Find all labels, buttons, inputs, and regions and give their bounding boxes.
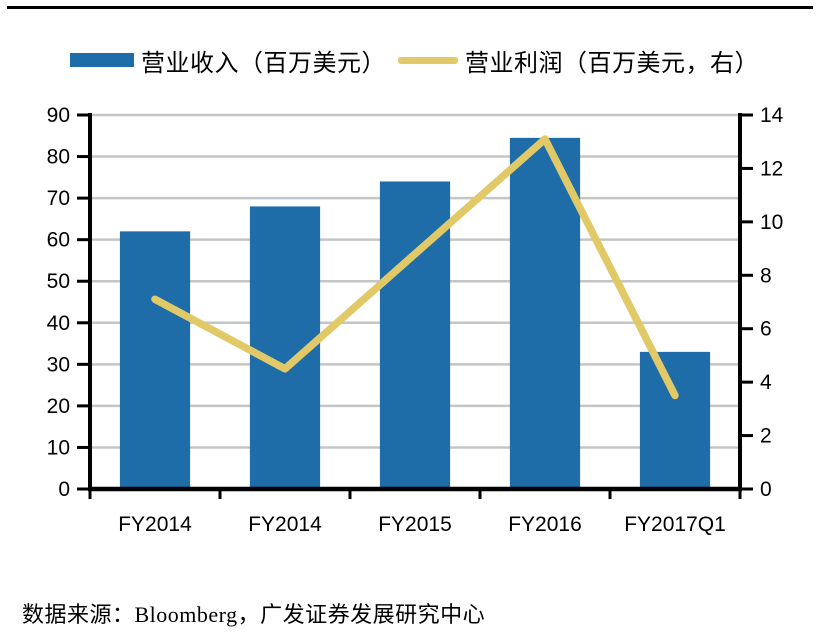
x-axis-category-label: FY2015	[378, 513, 452, 536]
chart-legend: 营业收入（百万美元） 营业利润（百万美元，右）	[70, 43, 759, 78]
combo-chart: 0 10 20 30 40 50 60 70 80 90 0 2 4 6 8 10 12 14 FY2014 FY20…	[47, 104, 784, 536]
profit-line-swatch-icon	[398, 56, 458, 64]
y-axis-left-tick-label: 70	[47, 187, 70, 210]
x-axis-category-label: FY2016	[508, 513, 582, 536]
profit-line	[151, 135, 679, 400]
y-axis-right-tick-label: 8	[760, 264, 772, 287]
y-axis-left-tick-label: 50	[47, 270, 70, 293]
revenue-bar	[119, 231, 191, 489]
y-axis-left-tick-label: 0	[58, 478, 70, 501]
y-axis-right-tick-label: 0	[760, 478, 772, 501]
y-axis-left-tick-label: 90	[47, 104, 70, 127]
y-axis-left-tick-label: 30	[47, 353, 70, 376]
legend-item-revenue: 营业收入（百万美元）	[70, 43, 386, 78]
y-axis-right-tick-label: 6	[760, 318, 772, 341]
profit-legend-label: 营业利润（百万美元，右）	[465, 50, 759, 77]
y-axis-right-tick-label: 14	[760, 104, 784, 127]
y-axis-right-tick-label: 4	[760, 371, 772, 394]
x-axis-category-label: FY2017Q1	[624, 513, 726, 536]
top-divider-rule	[7, 6, 813, 9]
y-axis-right-tick-label: 10	[760, 211, 783, 234]
y-axis-left-tick-label: 20	[47, 395, 70, 418]
legend-item-profit: 营业利润（百万美元，右）	[386, 43, 759, 78]
x-axis-category-label: FY2014	[248, 513, 322, 536]
revenue-legend-label: 营业收入（百万美元）	[141, 50, 386, 77]
x-axis-category-label: FY2014	[118, 513, 192, 536]
y-axis-left-tick-label: 10	[47, 436, 70, 459]
y-axis-right-tick-label: 2	[760, 425, 772, 448]
y-axis-right-tick-label: 12	[760, 157, 783, 180]
y-axis-left-tick-label: 60	[47, 229, 70, 252]
y-axis-left-tick-label: 80	[47, 146, 70, 169]
y-axis-left-tick-label: 40	[47, 312, 70, 335]
revenue-bar-swatch-icon	[70, 53, 134, 67]
revenue-bar	[509, 137, 581, 489]
revenue-bar	[639, 351, 711, 489]
source-note: 数据来源：Bloomberg，广发证券发展研究中心	[22, 602, 486, 627]
